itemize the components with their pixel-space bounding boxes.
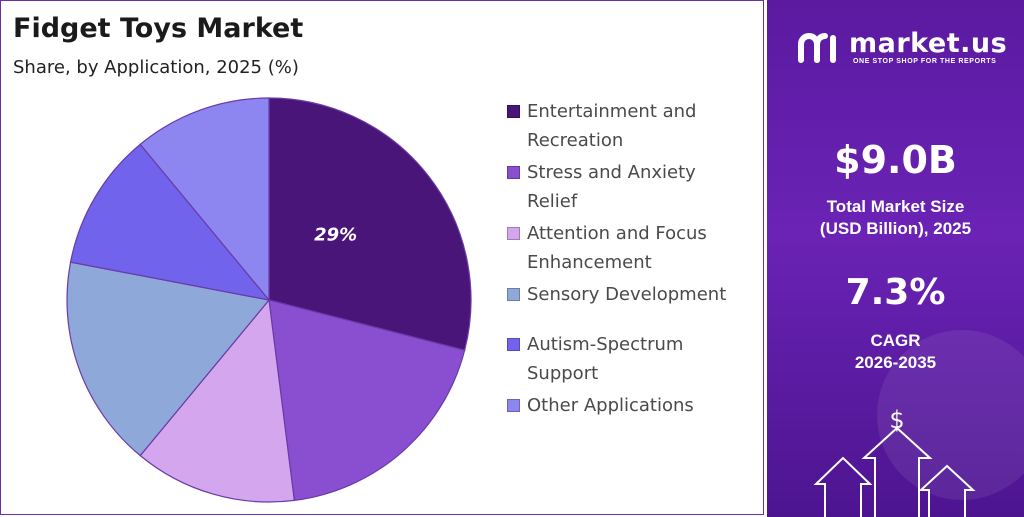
cagr-value: 7.3%	[845, 272, 946, 313]
legend-swatch	[507, 399, 520, 412]
market-size-label-line: (USD Billion), 2025	[819, 219, 972, 238]
market-size-label-line: Total Market Size	[826, 197, 965, 216]
pie-slice	[139, 298, 295, 503]
decorative-glow	[877, 330, 1024, 500]
legend-item: Entertainment and Recreation	[507, 97, 757, 155]
pie-slice	[268, 97, 472, 351]
legend-item: Other Applications	[507, 391, 757, 420]
cagr-period: 2026-2035	[854, 353, 937, 372]
legend-label: Relief	[527, 191, 578, 212]
logo-icon	[798, 33, 836, 63]
legend-label: Other Applications	[527, 395, 694, 416]
arrow-up-icon	[813, 456, 873, 517]
legend-swatch	[507, 105, 520, 118]
arrow-up-icon	[861, 426, 933, 517]
legend-item: Sensory Development	[507, 280, 757, 309]
dollar-icon: $	[889, 406, 904, 434]
cagr-label: CAGR 2026-2035	[767, 330, 1024, 374]
legend-label: Autism-Spectrum	[527, 334, 684, 355]
brand-logo[interactable]: market.us ONE STOP SHOP FOR THE REPORTS	[787, 28, 1007, 68]
pie-slice	[139, 97, 270, 302]
legend-swatch	[507, 227, 520, 240]
legend-item: Autism-Spectrum Support	[507, 330, 757, 388]
brand-name: market.us	[849, 28, 1008, 59]
legend-label: Entertainment and	[527, 101, 697, 122]
legend-swatch	[507, 338, 520, 351]
legend-item: Attention and Focus Enhancement	[507, 219, 757, 277]
pie-slice	[69, 143, 271, 301]
legend-swatch	[507, 166, 520, 179]
legend-label: Recreation	[527, 130, 624, 151]
legend-label: Support	[527, 363, 599, 384]
legend-label: Enhancement	[527, 252, 652, 273]
market-size-label: Total Market Size (USD Billion), 2025	[767, 196, 1024, 240]
legend-label: Attention and Focus	[527, 223, 707, 244]
legend: Entertainment and Recreation Stress and A…	[507, 97, 757, 423]
legend-item: Stress and Anxiety Relief	[507, 158, 757, 216]
legend-label: Stress and Anxiety	[527, 162, 696, 183]
market-size-value: $9.0B	[834, 138, 957, 182]
brand-tagline: ONE STOP SHOP FOR THE REPORTS	[853, 58, 997, 65]
pie-chart: 29%	[66, 97, 472, 503]
chart-subtitle: Share, by Application, 2025 (%)	[13, 57, 299, 78]
legend-swatch	[507, 288, 520, 301]
summary-panel: market.us ONE STOP SHOP FOR THE REPORTS …	[767, 0, 1024, 517]
arrow-up-icon	[918, 464, 976, 517]
pie-slice	[66, 261, 271, 457]
growth-arrows-graphic: $	[813, 406, 976, 517]
chart-title: Fidget Toys Market	[13, 13, 304, 44]
pie-slice	[268, 299, 466, 502]
chart-card: Fidget Toys Market Share, by Application…	[0, 0, 764, 515]
cagr-label-line: CAGR	[870, 331, 921, 350]
slice-data-label: 29%	[314, 225, 357, 246]
legend-label: Sensory Development	[527, 284, 727, 305]
